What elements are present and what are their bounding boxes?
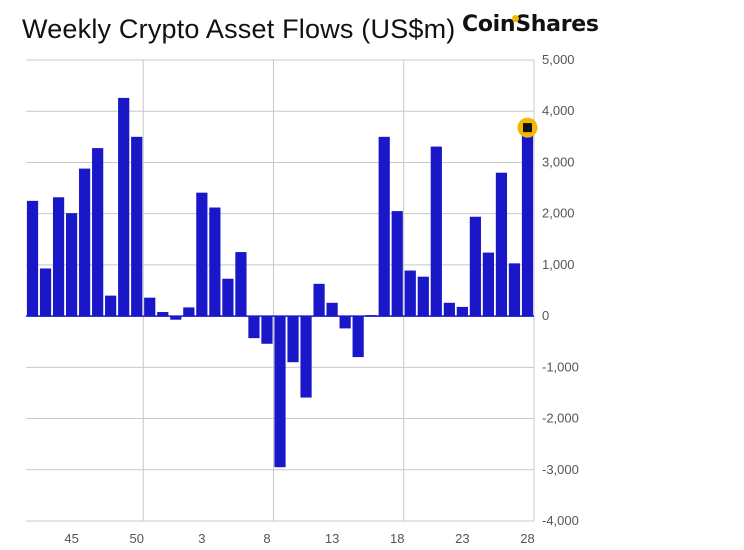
y-tick-label: -2,000	[542, 411, 579, 426]
bar	[222, 278, 234, 317]
bar	[417, 276, 429, 317]
bar	[157, 312, 169, 317]
highlight-layer	[517, 117, 538, 138]
bar	[248, 316, 260, 339]
latest-value-marker-center	[522, 123, 532, 133]
bar	[92, 148, 104, 317]
bar	[378, 136, 390, 317]
bar	[144, 297, 156, 317]
bar	[52, 197, 65, 317]
bar	[65, 213, 78, 317]
bar	[391, 211, 403, 317]
bar	[482, 252, 495, 317]
bar	[339, 316, 351, 329]
bar	[79, 168, 91, 317]
bar	[105, 295, 117, 317]
y-tick-label: 1,000	[542, 257, 575, 272]
bar	[261, 316, 273, 344]
bar	[521, 127, 534, 317]
chart-title: Weekly Crypto Asset Flows (US$m)	[22, 14, 456, 44]
bar	[469, 216, 481, 317]
bar	[430, 146, 442, 317]
x-tick-label: 28	[520, 531, 534, 546]
logo-dot-icon	[512, 15, 519, 22]
bar	[118, 97, 130, 317]
bar	[183, 307, 195, 317]
bar	[39, 268, 52, 317]
bars-layer	[26, 97, 534, 468]
bar	[326, 302, 338, 317]
bar	[443, 302, 455, 317]
bar	[196, 192, 208, 317]
bar	[274, 316, 286, 468]
bar	[170, 316, 182, 320]
y-tick-label: 4,000	[542, 103, 575, 118]
x-tick-label: 18	[390, 531, 404, 546]
y-tick-label: -4,000	[542, 513, 579, 528]
y-tick-label: 5,000	[542, 52, 575, 67]
x-tick-label: 23	[455, 531, 469, 546]
bar	[209, 207, 221, 317]
x-tick-label: 13	[325, 531, 339, 546]
bar	[313, 283, 325, 317]
bar	[131, 136, 143, 317]
x-tick-label: 8	[263, 531, 270, 546]
x-tick-label: 3	[198, 531, 205, 546]
bar	[352, 316, 364, 358]
x-tick-label: 50	[129, 531, 143, 546]
y-axis-labels: 5,000 4,000 3,000 2,000 1,000 0 -1,000 -2,000 -3…	[542, 52, 579, 528]
y-tick-label: 2,000	[542, 206, 575, 221]
y-tick-label: -3,000	[542, 462, 579, 477]
bar	[456, 306, 468, 317]
bar	[26, 200, 39, 317]
y-tick-label: 3,000	[542, 154, 575, 169]
bar	[495, 172, 508, 317]
bar	[404, 270, 416, 317]
y-tick-label: -1,000	[542, 359, 579, 374]
bar	[300, 316, 312, 398]
bar	[508, 263, 521, 317]
bar	[287, 316, 299, 363]
bar	[235, 252, 247, 317]
coinshares-logo: CoinShares	[462, 12, 599, 37]
y-tick-label: 0	[542, 308, 549, 323]
x-axis-labels: 45 50 3 8 13 18 23 28	[64, 531, 534, 546]
x-tick-label: 45	[64, 531, 78, 546]
